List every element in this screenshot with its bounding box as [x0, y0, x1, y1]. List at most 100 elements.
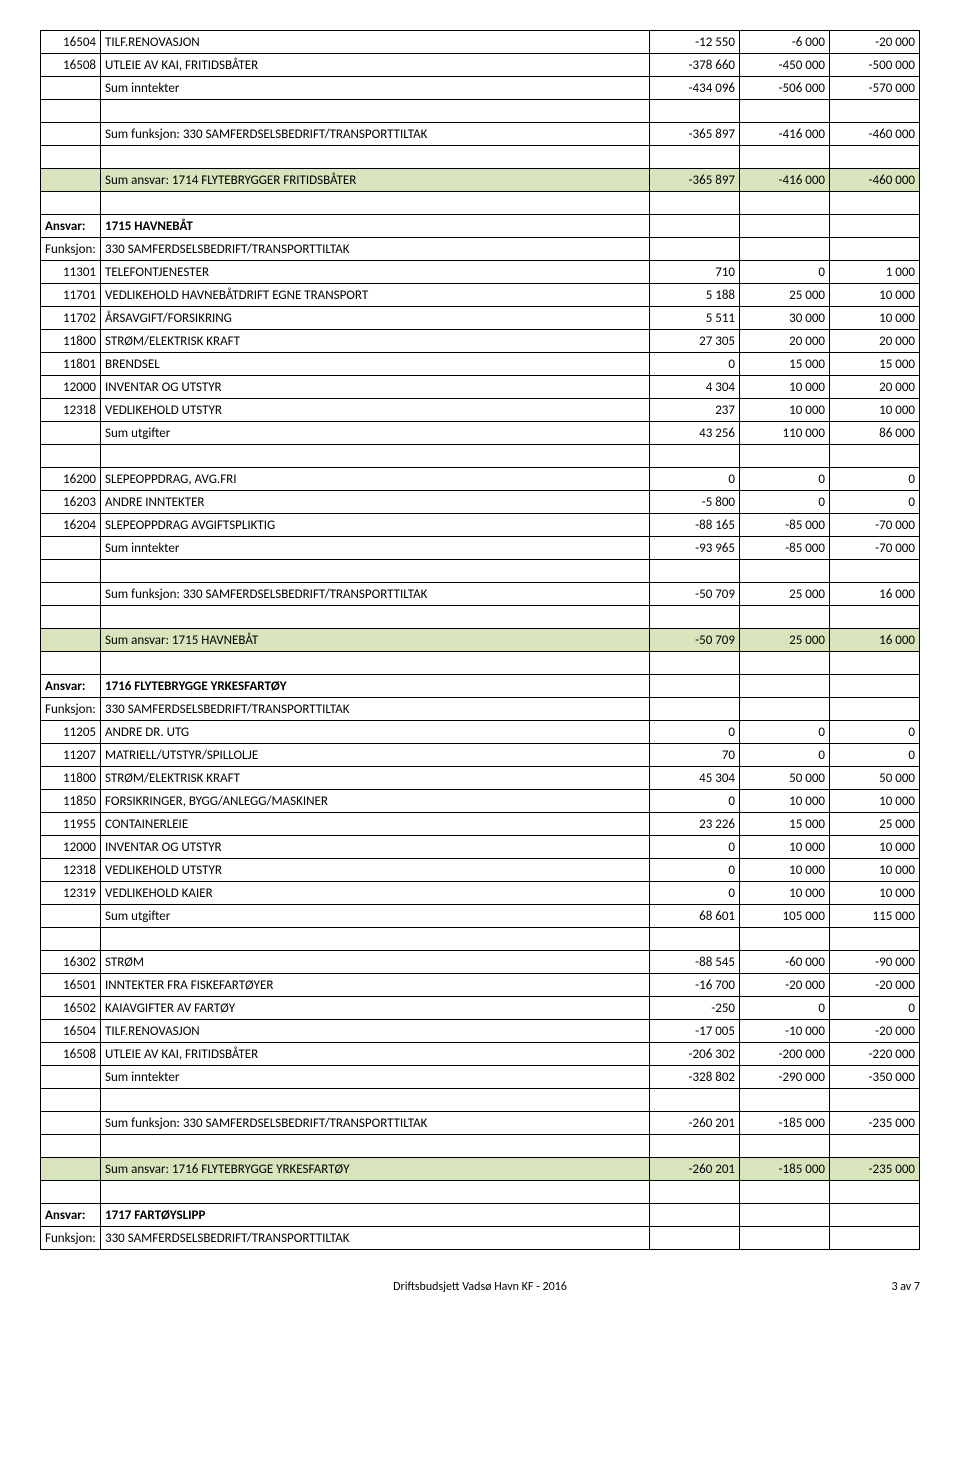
cell-value: -20 000: [740, 974, 830, 997]
cell-label: BRENDSEL: [101, 353, 650, 376]
cell-code: Ansvar:: [41, 1204, 101, 1227]
cell-label: Sum funksjon: 330 SAMFERDSELSBEDRIFT/TRA…: [101, 1112, 650, 1135]
cell-label: Sum funksjon: 330 SAMFERDSELSBEDRIFT/TRA…: [101, 583, 650, 606]
table-row: [41, 146, 920, 169]
cell-value: -88 165: [650, 514, 740, 537]
cell-code: 16501: [41, 974, 101, 997]
cell-value: [740, 1227, 830, 1250]
cell-empty: [830, 192, 920, 215]
table-row: 12319VEDLIKEHOLD KAIER010 00010 000: [41, 882, 920, 905]
cell-label: Sum inntekter: [101, 77, 650, 100]
cell-empty: [41, 928, 101, 951]
table-row: 12000INVENTAR OG UTSTYR4 30410 00020 000: [41, 376, 920, 399]
table-row: Ansvar:1717 FARTØYSLIPP: [41, 1204, 920, 1227]
cell-label: UTLEIE AV KAI, FRITIDSBÅTER: [101, 1043, 650, 1066]
table-row: 11205ANDRE DR. UTG000: [41, 721, 920, 744]
cell-value: 15 000: [740, 353, 830, 376]
cell-code: [41, 583, 101, 606]
cell-code: 16203: [41, 491, 101, 514]
cell-empty: [740, 606, 830, 629]
cell-value: -365 897: [650, 169, 740, 192]
cell-value: -570 000: [830, 77, 920, 100]
cell-value: 0: [650, 836, 740, 859]
cell-value: -88 545: [650, 951, 740, 974]
cell-label: VEDLIKEHOLD UTSTYR: [101, 399, 650, 422]
table-row: Funksjon:330 SAMFERDSELSBEDRIFT/TRANSPOR…: [41, 1227, 920, 1250]
cell-empty: [830, 100, 920, 123]
cell-code: Ansvar:: [41, 675, 101, 698]
table-row: [41, 100, 920, 123]
cell-value: 15 000: [740, 813, 830, 836]
cell-value: 0: [830, 997, 920, 1020]
cell-label: Sum ansvar: 1715 HAVNEBÅT: [101, 629, 650, 652]
cell-code: 16200: [41, 468, 101, 491]
footer-page-number: 3 av 7: [891, 1280, 920, 1294]
cell-empty: [830, 1089, 920, 1112]
table-row: [41, 928, 920, 951]
cell-value: 10 000: [740, 376, 830, 399]
cell-label: SLEPEOPPDRAG AVGIFTSPLIKTIG: [101, 514, 650, 537]
cell-value: [830, 1204, 920, 1227]
cell-value: -416 000: [740, 123, 830, 146]
cell-value: -185 000: [740, 1112, 830, 1135]
cell-value: -235 000: [830, 1112, 920, 1135]
cell-value: [740, 238, 830, 261]
table-row: Sum utgifter68 601105 000115 000: [41, 905, 920, 928]
cell-empty: [740, 1181, 830, 1204]
cell-label: 1717 FARTØYSLIPP: [101, 1204, 650, 1227]
cell-value: -16 700: [650, 974, 740, 997]
cell-value: -378 660: [650, 54, 740, 77]
cell-value: 50 000: [740, 767, 830, 790]
cell-value: -10 000: [740, 1020, 830, 1043]
cell-value: -6 000: [740, 31, 830, 54]
cell-value: [650, 1204, 740, 1227]
cell-value: 4 304: [650, 376, 740, 399]
cell-value: 10 000: [740, 859, 830, 882]
cell-code: [41, 1158, 101, 1181]
cell-value: -12 550: [650, 31, 740, 54]
cell-value: 0: [740, 261, 830, 284]
cell-code: 11301: [41, 261, 101, 284]
cell-code: 16508: [41, 1043, 101, 1066]
cell-value: 30 000: [740, 307, 830, 330]
cell-label: FORSIKRINGER, BYGG/ANLEGG/MASKINER: [101, 790, 650, 813]
cell-value: [650, 238, 740, 261]
cell-value: -200 000: [740, 1043, 830, 1066]
cell-value: 0: [740, 468, 830, 491]
cell-value: 25 000: [830, 813, 920, 836]
cell-label: VEDLIKEHOLD UTSTYR: [101, 859, 650, 882]
cell-value: 0: [650, 468, 740, 491]
cell-label: 330 SAMFERDSELSBEDRIFT/TRANSPORTTILTAK: [101, 698, 650, 721]
cell-empty: [830, 1135, 920, 1158]
cell-empty: [830, 606, 920, 629]
table-row: [41, 560, 920, 583]
cell-code: Funksjon:: [41, 698, 101, 721]
cell-value: 25 000: [740, 583, 830, 606]
cell-value: 10 000: [830, 836, 920, 859]
cell-label: Sum inntekter: [101, 1066, 650, 1089]
budget-table: 16504TILF.RENOVASJON-12 550-6 000-20 000…: [40, 30, 920, 1250]
table-row: 16502KAIAVGIFTER AV FARTØY-25000: [41, 997, 920, 1020]
cell-code: 12318: [41, 859, 101, 882]
cell-label: VEDLIKEHOLD KAIER: [101, 882, 650, 905]
cell-value: -506 000: [740, 77, 830, 100]
cell-value: -416 000: [740, 169, 830, 192]
cell-empty: [650, 146, 740, 169]
table-row: 11800STRØM/ELEKTRISK KRAFT27 30520 00020…: [41, 330, 920, 353]
cell-value: 0: [830, 744, 920, 767]
cell-code: 11850: [41, 790, 101, 813]
cell-value: [830, 1227, 920, 1250]
cell-value: 86 000: [830, 422, 920, 445]
table-row: 16504TILF.RENOVASJON-12 550-6 000-20 000: [41, 31, 920, 54]
footer-title: Driftsbudsjett Vadsø Havn KF - 2016: [393, 1280, 567, 1294]
cell-value: -328 802: [650, 1066, 740, 1089]
cell-value: -460 000: [830, 169, 920, 192]
cell-label: SLEPEOPPDRAG, AVG.FRI: [101, 468, 650, 491]
cell-value: -220 000: [830, 1043, 920, 1066]
cell-empty: [650, 100, 740, 123]
cell-code: Funksjon:: [41, 1227, 101, 1250]
table-row: 11702ÅRSAVGIFT/FORSIKRING5 51130 00010 0…: [41, 307, 920, 330]
cell-empty: [830, 146, 920, 169]
cell-value: -260 201: [650, 1158, 740, 1181]
cell-empty: [101, 606, 650, 629]
